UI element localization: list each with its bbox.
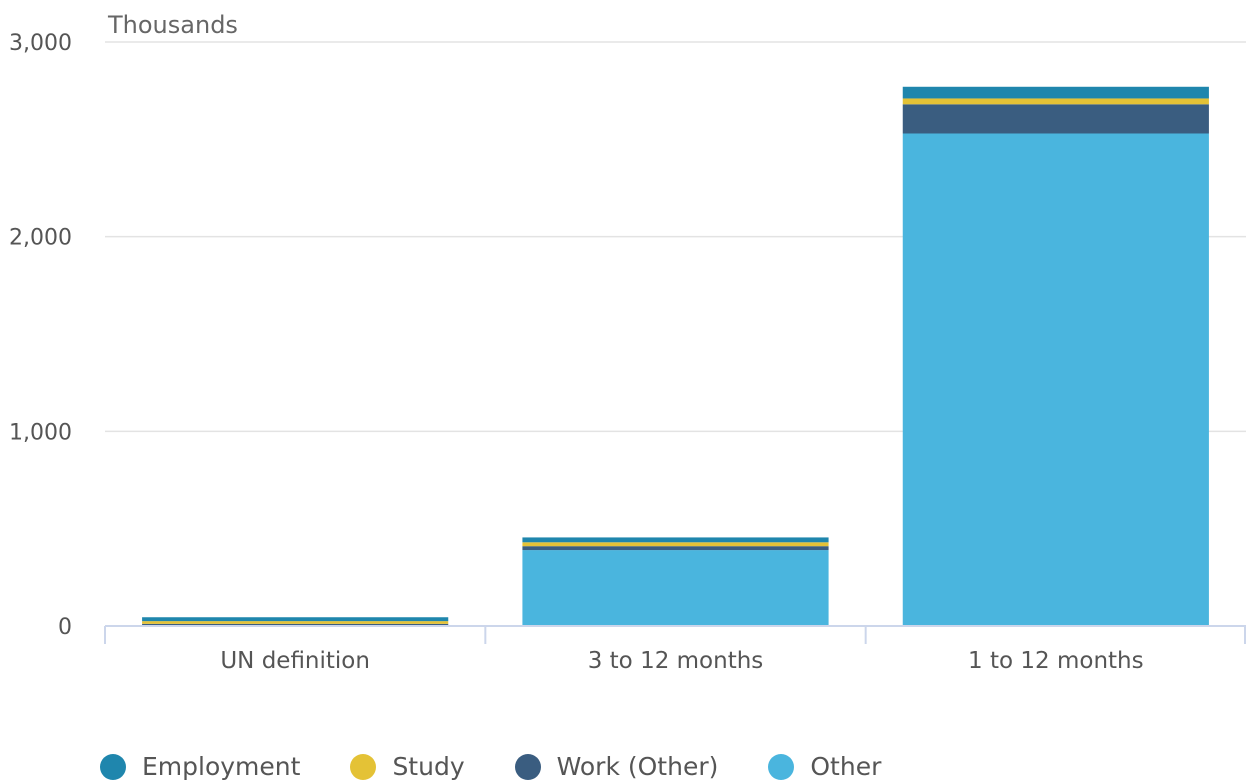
x-tick-label: UN definition: [220, 648, 370, 674]
legend-label: Study: [392, 752, 465, 781]
y-tick-label: 3,000: [9, 31, 72, 56]
y-tick-label: 1,000: [9, 420, 72, 445]
bar-segment-other[interactable]: [902, 133, 1209, 626]
legend: Employment Study Work (Other) Other: [100, 752, 931, 781]
y-tick-labels: 0 1,000 2,000 3,000: [9, 31, 72, 640]
bar-segment-work-other-[interactable]: [142, 623, 449, 626]
bar-segment-other[interactable]: [522, 550, 829, 626]
x-tick-label: 1 to 12 months: [968, 648, 1144, 674]
bar-segment-employment[interactable]: [522, 537, 829, 543]
bar-segment-employment[interactable]: [142, 617, 449, 622]
legend-label: Work (Other): [556, 752, 719, 781]
legend-marker-icon: [768, 753, 795, 780]
legend-label: Employment: [142, 752, 301, 781]
bars[interactable]: [142, 86, 1209, 626]
y-tick-label: 2,000: [9, 226, 72, 251]
y-axis-label: Thousands: [107, 11, 238, 39]
bar-segment-work-other-[interactable]: [902, 104, 1209, 134]
legend-marker-icon: [350, 753, 377, 780]
bar-segment-study[interactable]: [522, 542, 829, 547]
legend-label: Other: [810, 752, 882, 781]
bar-segment-employment[interactable]: [902, 86, 1209, 99]
x-axis: [104, 625, 1246, 644]
legend-item[interactable]: Work (Other): [514, 752, 719, 781]
y-tick-label: 0: [58, 615, 72, 640]
x-tick-labels: UN definition 3 to 12 months 1 to 12 month…: [220, 648, 1143, 674]
bar-segment-work-other-[interactable]: [522, 546, 829, 551]
legend-marker-icon: [100, 753, 126, 780]
legend-item[interactable]: Employment: [100, 752, 300, 781]
stacked-bar-chart: 0 1,000 2,000 3,000 Thousands UN definition…: [9, 11, 1246, 674]
bar-segment-study[interactable]: [902, 98, 1209, 105]
bar-segment-study[interactable]: [142, 621, 449, 624]
legend-item[interactable]: Other: [768, 752, 881, 781]
legend-marker-icon: [514, 753, 541, 780]
legend-item[interactable]: Study: [350, 752, 465, 781]
x-tick-label: 3 to 12 months: [588, 648, 764, 674]
